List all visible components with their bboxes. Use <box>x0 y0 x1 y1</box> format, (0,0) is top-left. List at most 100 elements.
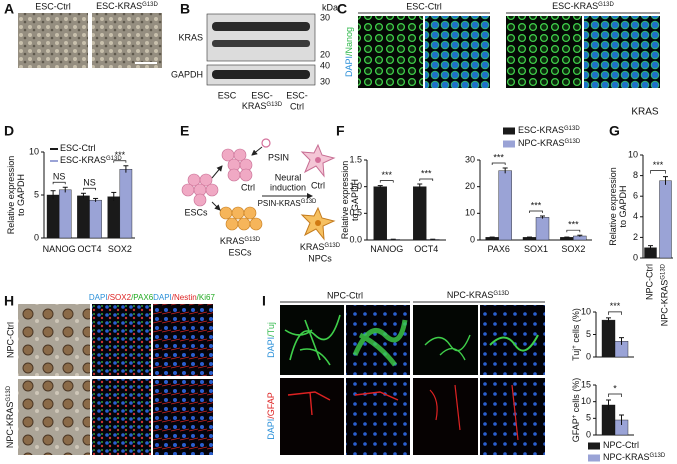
significance-bracket <box>608 393 622 397</box>
lane-label: ESC- <box>251 90 273 100</box>
label-text: ESC-KRAS <box>518 125 564 135</box>
significance-bracket <box>608 311 622 315</box>
panel-letter: G <box>609 123 620 139</box>
y-tick-label: 6 <box>633 191 638 201</box>
label-text: Relative expression <box>340 161 350 240</box>
micrograph <box>18 379 90 455</box>
stain-part: DAPI <box>266 337 276 358</box>
astrocyte <box>511 384 519 441</box>
stain-label: DAPI/Nanog <box>344 27 354 77</box>
panel-letter: H <box>4 293 14 309</box>
micrograph <box>346 378 410 455</box>
bar <box>498 170 512 241</box>
blot-band <box>212 70 310 79</box>
unit: kDa <box>322 2 338 12</box>
astrocyte <box>287 391 331 416</box>
blot <box>206 13 316 62</box>
bar <box>107 196 121 239</box>
legend-label: NPC-KRASG13D <box>518 138 581 148</box>
y-tick-label: 0.0 <box>349 234 362 244</box>
significance: NS <box>83 178 96 188</box>
y-tick-label: 10 <box>581 306 591 316</box>
x-tick-label: OCT4 <box>414 244 438 254</box>
legend-label: ESC-KRASG13D <box>60 155 122 165</box>
column-label: NPC-Ctrl <box>327 290 363 300</box>
micrograph <box>153 379 213 455</box>
micrograph <box>506 16 582 88</box>
astrocyte <box>429 384 461 431</box>
bar <box>119 168 133 239</box>
y-tick-label: 10 <box>465 208 475 218</box>
label-text: NPC-KRAS <box>518 138 565 148</box>
lane-label: ESC- <box>286 90 308 100</box>
neurite <box>489 334 539 352</box>
y-tick-label: 0.5 <box>349 208 362 218</box>
label-text: NPC-KRAS <box>447 290 494 300</box>
label-text: SOX1 <box>524 244 548 254</box>
bar <box>89 199 102 239</box>
micrograph <box>280 378 344 455</box>
micrograph <box>425 16 490 88</box>
label-text: GFAP <box>571 418 581 442</box>
y-axis-label: Relative expression <box>608 167 618 246</box>
significance-bracket <box>529 210 543 213</box>
micrograph <box>18 304 90 376</box>
y-tick-label: 0 <box>586 429 591 439</box>
panel-letter: E <box>180 123 189 139</box>
neurite <box>352 319 408 367</box>
panel-letter: D <box>4 123 14 139</box>
label-sup: G13D <box>493 291 509 297</box>
label-text: PAX6 <box>487 244 509 254</box>
label-text: OCT4 <box>414 244 438 254</box>
label-text: Tuj <box>571 349 581 361</box>
significance: *** <box>493 152 504 162</box>
label-text: to GAPDH <box>16 174 26 216</box>
legend-marker <box>503 127 515 135</box>
column-label: ESC-KRASG13D <box>96 1 158 11</box>
y-tick-label: 2 <box>633 232 638 242</box>
bar <box>373 186 387 241</box>
significance-bracket <box>491 162 506 165</box>
significance-bracket <box>83 187 96 191</box>
y-tick-label: 10 <box>628 149 638 159</box>
label-text: NPC-KRAS <box>603 452 650 462</box>
x-tick-label: SOX2 <box>561 244 585 254</box>
chart-title: KRAS <box>631 107 659 118</box>
row-label: NPC-Ctrl <box>5 322 15 358</box>
y-tick-label: 15 <box>581 379 591 389</box>
significance-bracket <box>419 178 434 181</box>
diagram-label: Neural <box>275 172 302 182</box>
x-tick-label: SOX1 <box>524 244 548 254</box>
stain-part: /PAX6 <box>131 293 154 302</box>
micrograph <box>358 16 423 88</box>
diagram-label: ESCs <box>228 247 252 257</box>
significance-bracket <box>379 180 394 183</box>
label-sup: G13D <box>106 156 122 162</box>
x-tick-label: NANOG <box>370 244 403 254</box>
significance: *** <box>421 168 432 178</box>
label-text: Relative expression <box>608 167 618 246</box>
y-tick-label: 10 <box>581 396 591 406</box>
panel-letter: C <box>337 1 347 17</box>
y-tick-label: 20 <box>465 181 475 191</box>
micrograph <box>346 305 410 375</box>
cell-diagram <box>181 138 336 241</box>
band-label: GAPDH <box>171 69 203 79</box>
diagram-label: induction <box>270 182 306 192</box>
stain-part: DAPI <box>344 56 354 77</box>
stain-part: /GFAP <box>266 392 276 419</box>
stain-part: /Tuj <box>266 322 276 337</box>
diagram-label: NPCs <box>308 253 332 263</box>
label-sup: G13D <box>301 199 317 205</box>
diagram-label: Ctrl <box>311 180 325 190</box>
label-sup: G13D <box>6 385 12 401</box>
lane-label: ESC <box>218 90 237 100</box>
label-sup: G13D <box>266 102 282 108</box>
y-tick-label: 0 <box>34 232 39 242</box>
legend-marker <box>588 442 600 450</box>
panel-letter: F <box>336 123 345 139</box>
label-sup: G13D <box>598 2 614 8</box>
bar <box>659 180 672 259</box>
significance: *** <box>531 200 542 210</box>
bar <box>413 186 427 241</box>
